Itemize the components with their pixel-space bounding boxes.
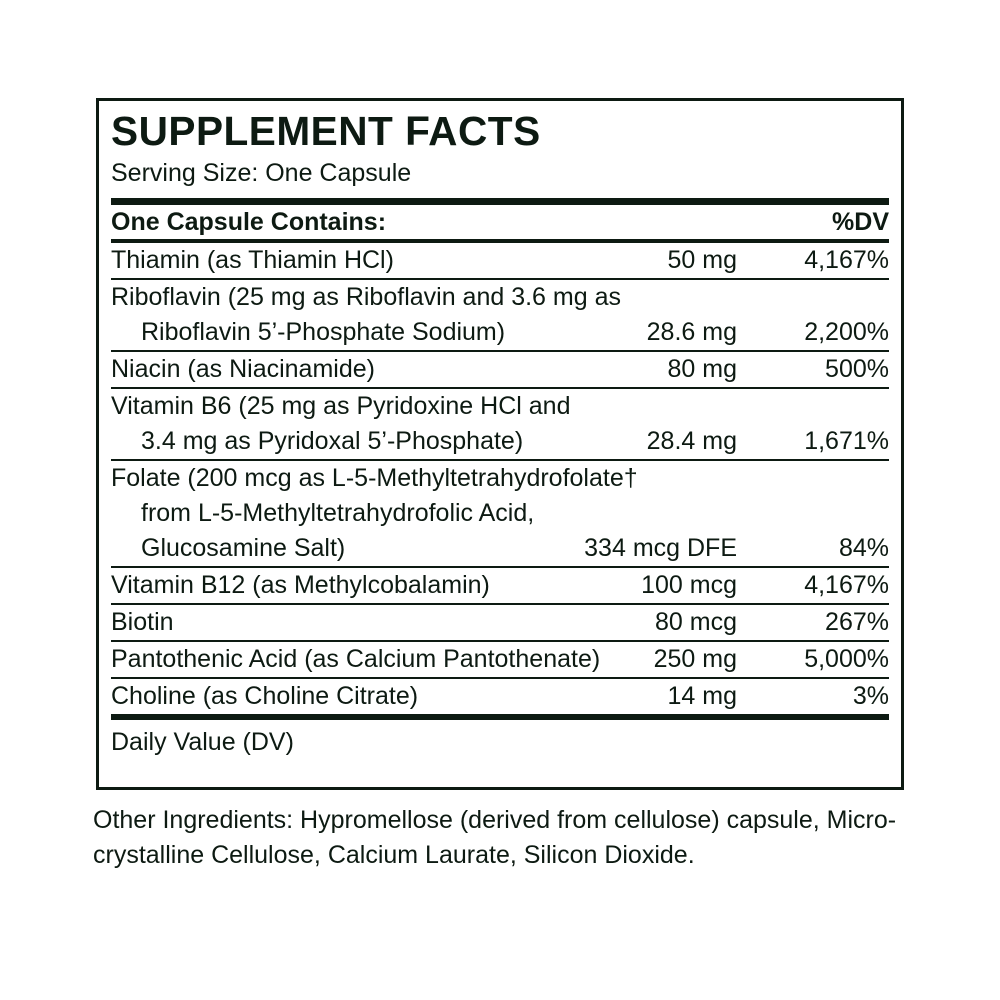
nutrient-daily-value: 5,000% xyxy=(804,645,889,673)
divider-thin xyxy=(111,459,889,461)
row-divider-cell xyxy=(111,677,889,679)
row-divider xyxy=(111,350,889,352)
divider-thin xyxy=(111,387,889,389)
nutrient-name: Riboflavin (25 mg as Riboflavin and 3.6 … xyxy=(111,280,621,350)
nutrient-name-continuation: from L-5-Methyltetrahydrofolic Acid, xyxy=(141,499,535,527)
nutrient-amount: 50 mg xyxy=(667,246,737,274)
divider-thick-bottom xyxy=(111,714,889,720)
column-header-amount xyxy=(525,205,737,239)
nutrient-name: Vitamin B12 (as Methylcobalamin) xyxy=(111,568,525,603)
divider-thick-top xyxy=(111,198,889,205)
table-row: Choline (as Choline Citrate) 14 mg 3% xyxy=(111,679,889,714)
nutrient-name: Folate (200 mcg as L-5-Methyltetrahydrof… xyxy=(111,461,638,566)
nutrient-name-continuation: Riboflavin 5’-Phosphate Sodium) xyxy=(141,318,506,346)
nutrient-daily-value: 84% xyxy=(838,534,889,562)
nutrient-daily-value: 2,200% xyxy=(804,318,889,346)
table-row: Riboflavin (25 mg as Riboflavin and 3.6 … xyxy=(111,280,889,350)
nutrient-daily-value: 4,167% xyxy=(804,246,889,274)
divider-thin xyxy=(111,640,889,642)
nutrient-amount: 334 mcg DFE xyxy=(584,534,737,562)
column-header-dv: %DV xyxy=(832,208,889,236)
column-header-name: One Capsule Contains: xyxy=(111,208,387,236)
divider-medium xyxy=(111,239,889,243)
nutrient-name: Thiamin (as Thiamin HCl) xyxy=(111,243,525,278)
nutrient-name-line: Choline (as Choline Citrate) xyxy=(111,682,419,710)
table-row: Vitamin B12 (as Methylcobalamin) 100 mcg 4… xyxy=(111,568,889,603)
daily-value-note: Daily Value (DV) xyxy=(111,728,294,756)
row-divider xyxy=(111,387,889,389)
divider-thin xyxy=(111,566,889,568)
table-row: Niacin (as Niacinamide) 80 mg 500% xyxy=(111,352,889,387)
other-ingredients-text: Other Ingredients: Hypromellose (derived… xyxy=(93,806,897,869)
table-row: Vitamin B6 (25 mg as Pyridoxine HCl and 3… xyxy=(111,389,889,459)
nutrient-name-continuation: Glucosamine Salt) xyxy=(141,534,346,562)
nutrient-name: Biotin xyxy=(111,605,525,640)
table-row: Pantothenic Acid (as Calcium Pantothenat… xyxy=(111,642,889,677)
nutrient-amount: 100 mcg xyxy=(641,571,737,599)
nutrient-daily-value: 4,167% xyxy=(804,571,889,599)
table-header-row: One Capsule Contains: %DV xyxy=(111,205,889,239)
nutrient-name-line: Pantothenic Acid (as Calcium Pantothenat… xyxy=(111,645,601,673)
nutrient-amount: 80 mg xyxy=(667,355,737,383)
row-divider xyxy=(111,239,889,243)
row-divider-cell xyxy=(111,278,889,280)
nutrient-daily-value: 500% xyxy=(825,355,889,383)
serving-size-text: Serving Size: One Capsule xyxy=(111,159,412,187)
row-divider xyxy=(111,566,889,568)
divider-thin xyxy=(111,350,889,352)
row-divider xyxy=(111,677,889,679)
nutrient-name-continuation: 3.4 mg as Pyridoxal 5’-Phosphate) xyxy=(141,427,524,455)
nutrient-amount: 28.4 mg xyxy=(646,427,737,455)
nutrient-name-line: Biotin xyxy=(111,608,174,636)
nutrient-name: Pantothenic Acid (as Calcium Pantothenat… xyxy=(111,642,601,677)
row-divider xyxy=(111,640,889,642)
nutrient-name: Niacin (as Niacinamide) xyxy=(111,352,525,387)
table-row: Folate (200 mcg as L-5-Methyltetrahydrof… xyxy=(111,461,889,566)
divider-thin xyxy=(111,677,889,679)
page-title: SUPPLEMENT FACTS xyxy=(111,108,541,154)
row-divider xyxy=(111,278,889,280)
table-row: Thiamin (as Thiamin HCl) 50 mg 4,167% xyxy=(111,243,889,278)
row-divider-cell xyxy=(111,603,889,605)
nutrient-name-line: Vitamin B6 (25 mg as Pyridoxine HCl and xyxy=(111,392,571,420)
row-divider-cell xyxy=(111,387,889,389)
nutrient-name-line: Thiamin (as Thiamin HCl) xyxy=(111,246,394,274)
nutrient-amount: 80 mcg xyxy=(655,608,737,636)
row-divider xyxy=(111,603,889,605)
nutrients-table: One Capsule Contains: %DV Thiamin (as Th… xyxy=(111,205,889,714)
table-row: Biotin 80 mcg 267% xyxy=(111,605,889,640)
nutrient-amount: 250 mg xyxy=(653,645,737,673)
nutrient-name-line: Vitamin B12 (as Methylcobalamin) xyxy=(111,571,490,599)
nutrient-name-line: Folate (200 mcg as L-5-Methyltetrahydrof… xyxy=(111,464,638,492)
row-divider-cell xyxy=(111,640,889,642)
divider-thin xyxy=(111,603,889,605)
nutrient-name-line: Riboflavin (25 mg as Riboflavin and 3.6 … xyxy=(111,283,621,311)
nutrient-daily-value: 267% xyxy=(825,608,889,636)
row-divider-cell xyxy=(111,239,889,243)
supplement-facts-panel: SUPPLEMENT FACTS Serving Size: One Capsu… xyxy=(96,98,904,790)
nutrient-name: Vitamin B6 (25 mg as Pyridoxine HCl and 3… xyxy=(111,389,571,459)
row-divider-cell xyxy=(111,350,889,352)
nutrient-daily-value: 1,671% xyxy=(804,427,889,455)
nutrient-amount: 14 mg xyxy=(667,682,737,710)
divider-thin xyxy=(111,278,889,280)
row-divider xyxy=(111,459,889,461)
row-divider-cell xyxy=(111,459,889,461)
nutrient-name-line: Niacin (as Niacinamide) xyxy=(111,355,375,383)
nutrient-daily-value: 3% xyxy=(852,682,889,710)
row-divider-cell xyxy=(111,566,889,568)
nutrient-amount: 28.6 mg xyxy=(646,318,737,346)
nutrient-name: Choline (as Choline Citrate) xyxy=(111,679,525,714)
